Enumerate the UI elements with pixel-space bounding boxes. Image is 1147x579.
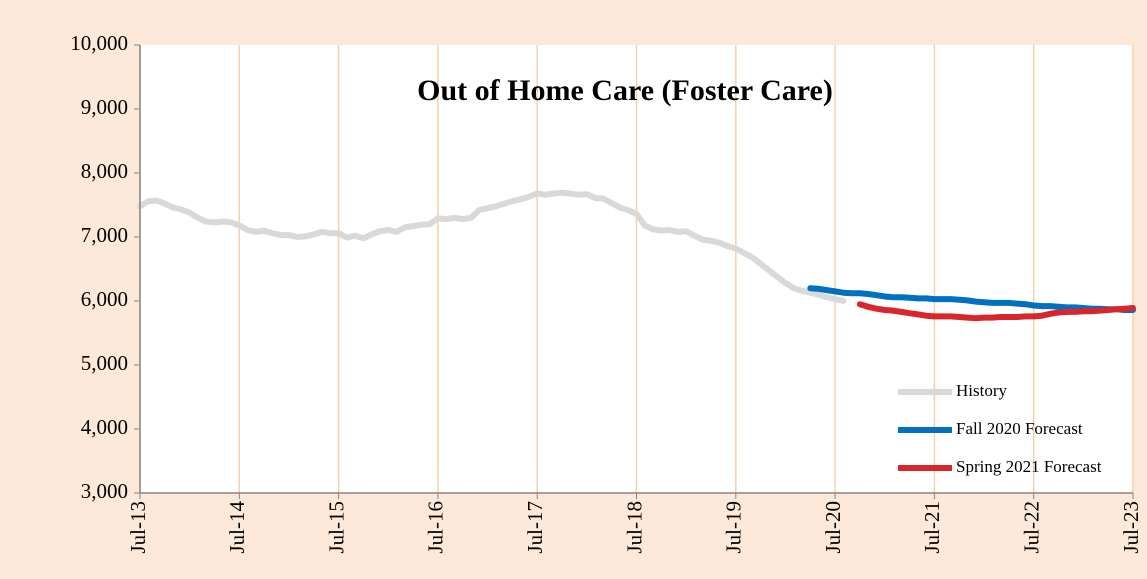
series-line (807, 285, 1136, 313)
x-tick-label: Jul-18 (622, 501, 646, 554)
x-tick-label: Jul-21 (920, 501, 944, 554)
x-tick-label: Jul-23 (1119, 501, 1143, 554)
y-tick-label: 9,000 (81, 95, 128, 119)
y-tick-label: 6,000 (81, 287, 128, 311)
y-tick-label: 10,000 (70, 31, 128, 55)
chart-title: Out of Home Care (Foster Care) (417, 74, 833, 107)
grid (139, 45, 1134, 493)
x-tick-label: Jul-19 (722, 501, 746, 554)
x-tick-label: Jul-13 (126, 501, 150, 554)
legend-label: History (956, 381, 1008, 400)
y-tick-label: 5,000 (81, 351, 128, 375)
legend-label: Fall 2020 Forecast (956, 419, 1083, 438)
series-line (137, 189, 847, 304)
x-tick-label: Jul-22 (1020, 501, 1044, 554)
x-tick-label: Jul-20 (821, 501, 845, 554)
x-tick-label: Jul-15 (324, 501, 348, 554)
y-tick-label: 8,000 (81, 159, 128, 183)
y-tick-label: 4,000 (81, 415, 128, 439)
x-tick-label: Jul-14 (225, 501, 249, 554)
x-tick-label: Jul-17 (523, 501, 547, 554)
legend-label: Spring 2021 Forecast (956, 457, 1102, 476)
y-tick-label: 3,000 (81, 479, 128, 503)
lines (137, 189, 1136, 322)
series-line (856, 301, 1136, 322)
x-tick-label: Jul-16 (424, 501, 448, 554)
y-tick-label: 7,000 (81, 223, 128, 247)
